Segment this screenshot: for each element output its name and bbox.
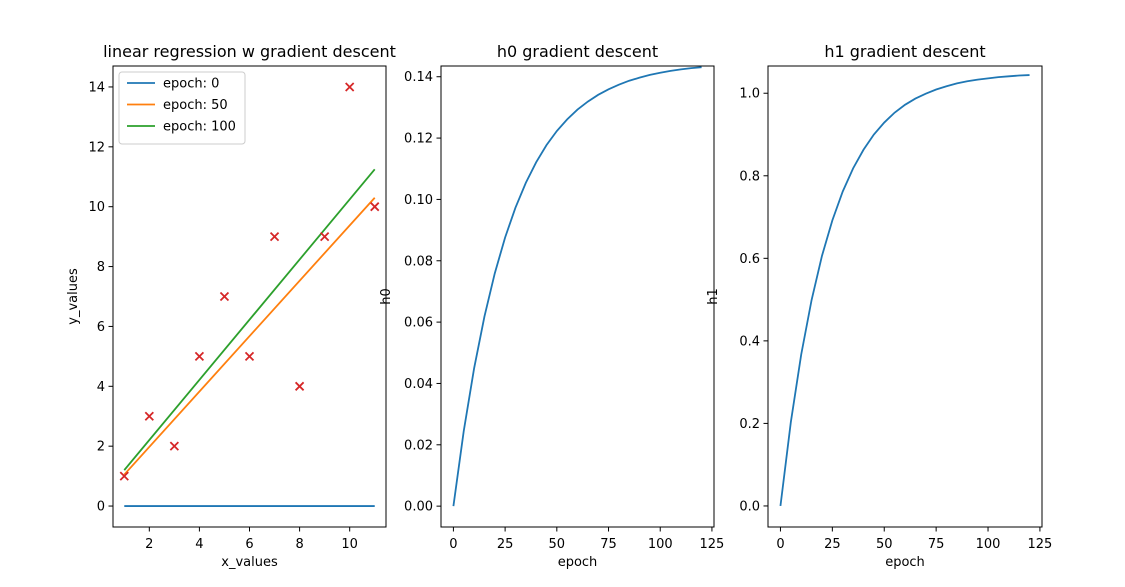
series-line-1 <box>452 66 702 507</box>
y-tick-label: 0.08 <box>404 254 433 269</box>
y-tick-label: 1.0 <box>739 87 760 102</box>
data-point <box>194 351 205 362</box>
x-tick-label: 6 <box>245 537 253 552</box>
x-tick-label: 125 <box>700 537 725 552</box>
x-tick-label: 0 <box>449 537 457 552</box>
legend-entry: epoch: 50 <box>163 98 228 113</box>
x-tick-label: 50 <box>549 537 566 552</box>
y-tick-label: 10 <box>88 200 105 215</box>
y-tick-label: 0.8 <box>739 169 760 184</box>
y-tick-label: 0.0 <box>739 499 760 514</box>
x-axis-label: x_values <box>221 555 278 570</box>
y-tick-label: 0 <box>97 500 105 515</box>
series-line-epoch-100 <box>123 168 376 471</box>
y-tick-label: 4 <box>97 380 105 395</box>
x-tick-label: 2 <box>145 537 153 552</box>
y-tick-label: 0.4 <box>739 334 760 349</box>
y-tick-label: 0.06 <box>404 316 433 331</box>
y-axis-label: y_values <box>66 268 81 325</box>
subplot-2: 0 25 50 75 100 125 0.00 0.02 0.04 0.06 0.08 0.10 0.1… <box>379 42 724 570</box>
y-tick-label: 0.6 <box>739 252 760 267</box>
x-axis-label: epoch <box>558 555 598 570</box>
subplot-3: 0 25 50 75 100 125 0.0 0.2 0.4 0.6 0.8 1.0 h1 gradie… <box>706 42 1052 570</box>
series-line-epoch-50 <box>123 197 376 476</box>
data-point <box>345 82 355 92</box>
data-point <box>244 351 255 362</box>
x-tick-label: 10 <box>341 537 358 552</box>
y-tick-label: 0.14 <box>404 70 433 85</box>
axes-frame <box>440 65 715 528</box>
y-axis-label: h0 <box>379 288 394 305</box>
axes-frame <box>767 65 1043 528</box>
chart-title: linear regression w gradient descent <box>103 42 396 61</box>
x-tick-label: 25 <box>497 537 514 552</box>
y-tick-label: 8 <box>97 260 105 275</box>
y-tick-label: 0.04 <box>404 377 433 392</box>
x-tick-label: 8 <box>295 537 303 552</box>
x-tick-label: 100 <box>976 537 1001 552</box>
y-tick-label: 0.00 <box>404 500 433 515</box>
legend-entry: epoch: 100 <box>163 120 236 135</box>
data-point <box>370 202 380 212</box>
legend-entry: epoch: 0 <box>163 77 219 92</box>
x-axis-label: epoch <box>885 555 925 570</box>
y-tick-label: 0.12 <box>404 132 433 147</box>
data-point <box>269 231 280 242</box>
y-tick-label: 0.02 <box>404 438 433 453</box>
x-tick-label: 75 <box>600 537 617 552</box>
chart-title: h1 gradient descent <box>824 42 985 61</box>
y-axis-label: h1 <box>706 288 721 305</box>
x-tick-label: 4 <box>195 537 203 552</box>
data-point <box>320 231 330 242</box>
data-point <box>144 411 154 421</box>
data-point <box>294 381 305 391</box>
y-tick-label: 0.10 <box>404 193 433 208</box>
y-tick-label: 6 <box>97 320 105 335</box>
data-point <box>119 471 129 481</box>
x-tick-label: 75 <box>928 537 945 552</box>
legend: epoch: 0 epoch: 50 epoch: 100 <box>118 71 246 145</box>
y-tick-label: 2 <box>97 440 105 455</box>
data-point <box>169 441 179 451</box>
y-tick-label: 0.2 <box>739 417 760 432</box>
y-tick-label: 12 <box>88 140 105 155</box>
subplot-1: 2 4 6 8 10 0 2 4 6 8 10 12 14 linear regression w gra… <box>66 42 396 570</box>
x-tick-label: 50 <box>876 537 893 552</box>
x-tick-label: 125 <box>1028 537 1053 552</box>
x-tick-label: 25 <box>824 537 841 552</box>
series-line-1 <box>779 74 1030 507</box>
x-tick-label: 100 <box>648 537 673 552</box>
y-tick-label: 14 <box>88 80 105 95</box>
x-tick-label: 0 <box>776 537 784 552</box>
chart-title: h0 gradient descent <box>497 42 658 61</box>
data-point <box>219 291 230 302</box>
